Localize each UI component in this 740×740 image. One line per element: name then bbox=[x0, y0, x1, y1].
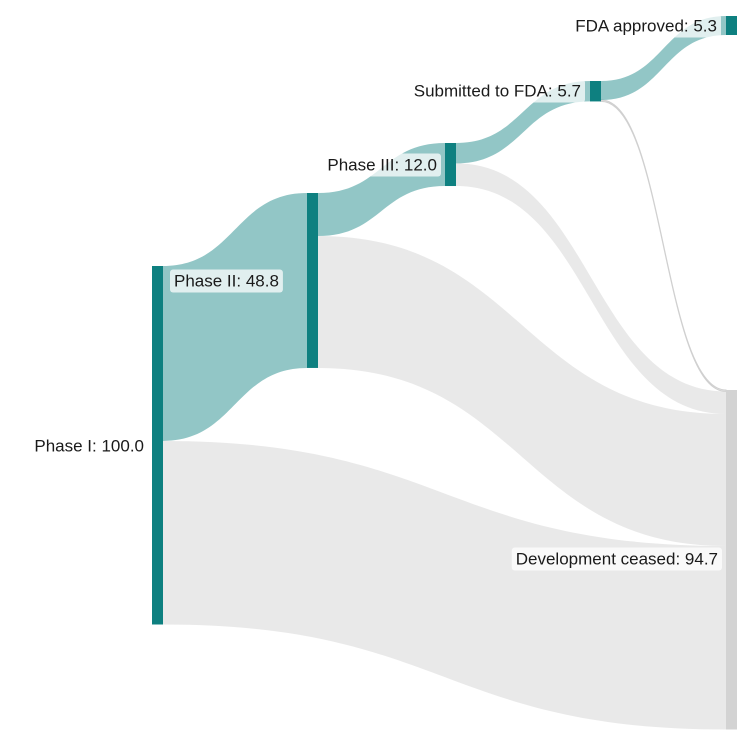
label-text-submitted: Submitted to FDA: 5.7 bbox=[414, 81, 581, 100]
label-phase1: Phase I: 100.0 bbox=[30, 434, 148, 458]
label-text-ceased: Development ceased: 94.7 bbox=[516, 549, 718, 568]
label-text-phase3: Phase III: 12.0 bbox=[327, 155, 437, 174]
link-phase1-to-phase2 bbox=[163, 193, 307, 441]
label-background bbox=[170, 269, 283, 293]
label-background bbox=[511, 547, 722, 571]
label-background bbox=[409, 79, 585, 103]
label-background bbox=[30, 434, 148, 458]
nodes-layer bbox=[152, 16, 737, 730]
node-ceased bbox=[726, 390, 737, 730]
link-submitted-to-ceased bbox=[600, 99, 727, 392]
label-background bbox=[571, 14, 721, 38]
links-layer bbox=[163, 16, 727, 730]
label-text-phase2: Phase II: 48.8 bbox=[174, 271, 279, 290]
link-phase1-to-ceased bbox=[163, 440, 726, 730]
node-phase2 bbox=[307, 193, 318, 368]
node-approved bbox=[726, 16, 737, 36]
node-submitted bbox=[590, 81, 601, 102]
label-text-approved: FDA approved: 5.3 bbox=[575, 16, 717, 35]
label-phase3: Phase III: 12.0 bbox=[323, 153, 441, 177]
label-text-phase1: Phase I: 100.0 bbox=[34, 436, 144, 455]
label-ceased: Development ceased: 94.7 bbox=[511, 547, 722, 571]
link-phase3-to-ceased bbox=[456, 163, 726, 415]
label-background bbox=[323, 153, 441, 177]
link-phase2-to-ceased bbox=[318, 236, 726, 546]
node-phase1 bbox=[152, 266, 163, 625]
node-phase3 bbox=[445, 143, 456, 187]
labels-layer: Phase I: 100.0 Phase II: 48.8 Phase III: 1… bbox=[30, 14, 722, 571]
label-submitted: Submitted to FDA: 5.7 bbox=[409, 79, 585, 103]
label-approved: FDA approved: 5.3 bbox=[571, 14, 721, 38]
label-phase2: Phase II: 48.8 bbox=[170, 269, 283, 293]
